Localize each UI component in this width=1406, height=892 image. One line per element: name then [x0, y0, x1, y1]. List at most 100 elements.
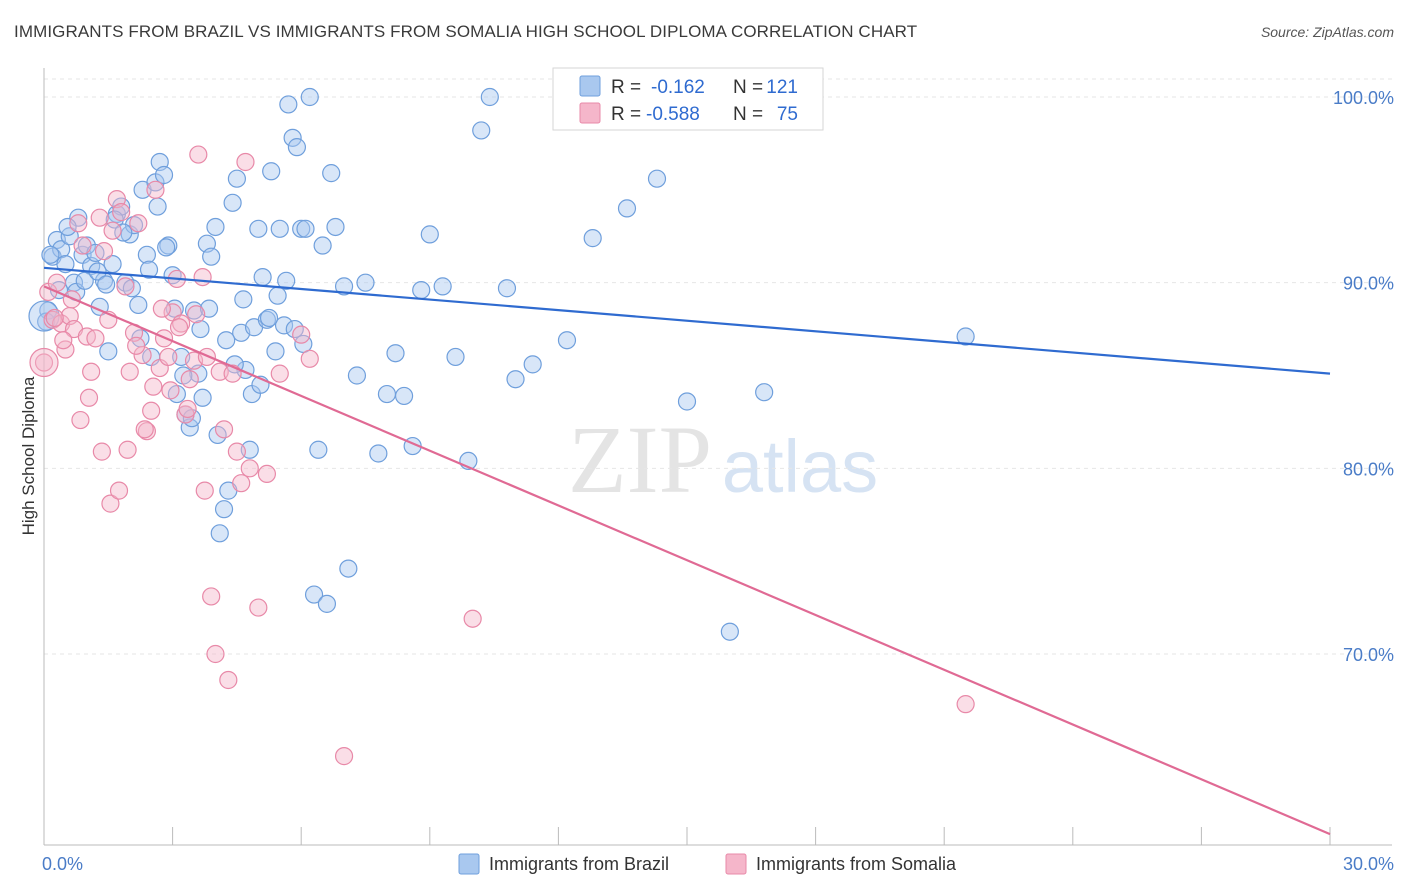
x-tick-label-max: 30.0% [1343, 854, 1394, 874]
point-brazil [339, 559, 358, 578]
point-somalia [202, 587, 221, 606]
point-brazil [369, 444, 388, 463]
bottom-legend-label-brazil: Immigrants from Brazil [489, 854, 669, 874]
point-brazil [137, 245, 156, 264]
point-somalia [463, 609, 482, 628]
point-brazil [277, 271, 296, 290]
point-brazil [326, 217, 345, 237]
point-brazil [377, 384, 397, 404]
point-brazil [274, 316, 294, 335]
point-brazil [268, 286, 287, 305]
point-brazil [105, 210, 124, 229]
stats-legend: R = -0.162 N = 121 R = -0.588 N = 75 [552, 67, 824, 131]
point-somalia [195, 481, 214, 500]
point-brazil [647, 169, 667, 188]
bottom-legend-swatch-somalia [725, 853, 747, 875]
point-brazil [304, 585, 324, 604]
point-brazil [497, 279, 517, 298]
point-somalia [94, 242, 114, 261]
point-brazil [523, 355, 542, 374]
point-somalia [249, 598, 268, 617]
point-somalia [129, 214, 148, 233]
point-brazil [249, 219, 268, 238]
point-somalia [270, 364, 289, 383]
point-brazil [262, 162, 281, 181]
legend-r-label-somalia: R = [611, 104, 641, 125]
point-somalia [187, 305, 206, 324]
source-credit: Source: ZipAtlas.com [1260, 24, 1394, 40]
point-brazil [234, 290, 253, 309]
x-ticks [43, 827, 1331, 845]
point-brazil [956, 327, 975, 346]
point-somalia [219, 670, 238, 690]
point-brazil [557, 331, 577, 350]
point-brazil [148, 197, 167, 216]
point-somalia [45, 308, 64, 328]
point-somalia [257, 464, 277, 484]
legend-n-label-brazil: N = [733, 77, 763, 98]
point-brazil [122, 279, 141, 298]
point-brazil [506, 370, 525, 389]
point-somalia [152, 299, 171, 318]
point-brazil [296, 219, 315, 238]
point-brazil [259, 308, 279, 328]
point-somalia [90, 208, 109, 227]
watermark-atlas: atlas [722, 425, 878, 508]
trend-lines [43, 266, 1331, 836]
series-somalia-points [29, 145, 975, 766]
point-somalia [232, 474, 251, 493]
point-brazil [266, 342, 285, 361]
point-somalia [161, 381, 180, 400]
x-tick-label-min: 0.0% [42, 854, 83, 874]
point-brazil [154, 165, 174, 185]
y-tick-label: 90.0% [1343, 274, 1394, 294]
point-brazil [755, 383, 774, 402]
legend-r-value-brazil: -0.162 [651, 77, 705, 98]
point-somalia [133, 345, 152, 365]
point-brazil [322, 164, 341, 183]
point-brazil [283, 128, 302, 147]
point-somalia [112, 203, 131, 222]
point-somalia [956, 695, 975, 714]
y-axis-label: High School Diploma [19, 376, 38, 535]
point-brazil [75, 271, 94, 290]
point-brazil [41, 245, 60, 264]
point-somalia [86, 329, 105, 348]
point-somalia [71, 410, 90, 430]
point-brazil [394, 386, 414, 406]
point-somalia [292, 325, 311, 344]
point-brazil [347, 366, 367, 385]
legend-n-label-somalia: N = [733, 104, 763, 125]
point-brazil [253, 267, 272, 287]
point-brazil [193, 388, 212, 407]
legend-r-value-somalia: -0.588 [646, 104, 700, 125]
point-brazil [99, 342, 118, 361]
point-brazil [300, 87, 319, 107]
y-tick-label: 80.0% [1343, 459, 1394, 479]
point-brazil [202, 247, 221, 266]
legend-n-value-somalia: 75 [777, 104, 798, 125]
point-somalia [214, 420, 234, 439]
point-brazil [472, 121, 491, 140]
point-brazil [356, 273, 375, 292]
point-somalia [103, 221, 122, 240]
point-somalia [193, 267, 212, 287]
point-somalia [180, 370, 199, 389]
point-somalia [334, 747, 354, 766]
point-brazil [52, 240, 71, 259]
bottom-legend-label-somalia: Immigrants from Somalia [756, 854, 957, 874]
point-brazil [206, 217, 225, 237]
point-brazil [433, 277, 452, 296]
point-brazil [157, 238, 176, 257]
point-somalia [227, 442, 246, 461]
y-tick-label: 70.0% [1343, 645, 1394, 665]
point-somalia [101, 494, 120, 513]
point-somalia [120, 362, 139, 381]
point-brazil [279, 95, 298, 114]
point-somalia [240, 459, 259, 478]
legend-r-label-brazil: R = [611, 77, 641, 98]
point-somalia [169, 318, 189, 337]
point-brazil [223, 193, 242, 212]
point-brazil [334, 277, 354, 296]
point-brazil [210, 524, 229, 543]
